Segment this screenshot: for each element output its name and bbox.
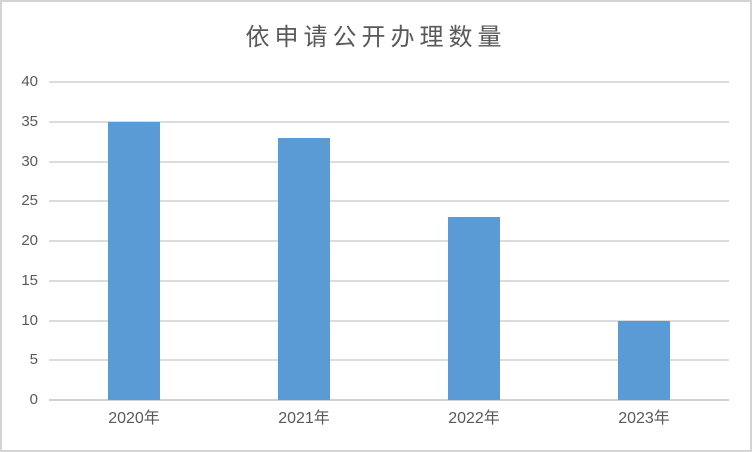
x-tick-label-2023年: 2023年 [618, 410, 670, 427]
gridline-40 [49, 81, 729, 83]
y-tick-label-25: 25 [21, 192, 38, 210]
y-tick-label-35: 35 [21, 112, 38, 130]
bar-2020年 [108, 121, 160, 400]
gridline-25 [49, 200, 729, 203]
bar-2023年 [618, 320, 670, 400]
y-tick-label-5: 5 [29, 351, 38, 369]
plot-area [49, 81, 729, 401]
gridline-30 [49, 160, 729, 163]
y-tick-label-40: 40 [21, 73, 38, 90]
y-tick-label-0: 0 [29, 391, 38, 408]
y-tick-label-10: 10 [21, 311, 38, 329]
y-tick-label-30: 30 [21, 152, 38, 170]
gridline-5 [49, 359, 729, 362]
x-tick-label-2022年: 2022年 [448, 410, 500, 427]
x-axis-line [49, 399, 729, 401]
x-axis-labels: 2020年 2021年 2022年 2023年 [49, 408, 729, 430]
y-tick-label-15: 15 [21, 271, 38, 289]
x-tick-label-2020年: 2020年 [108, 410, 160, 427]
gridline-20 [49, 240, 729, 242]
bar-2022年 [448, 217, 500, 400]
gridline-15 [49, 279, 729, 282]
chart-title: 依申请公开办理数量 [245, 24, 507, 51]
x-tick-label-2021年: 2021年 [278, 410, 330, 427]
bar-2021年 [278, 137, 330, 400]
gridline-35 [49, 120, 729, 123]
y-tick-label-20: 20 [21, 232, 38, 249]
gridline-10 [49, 319, 729, 322]
y-axis-labels: 0 5 10 15 20 25 30 35 40 [2, 2, 40, 450]
